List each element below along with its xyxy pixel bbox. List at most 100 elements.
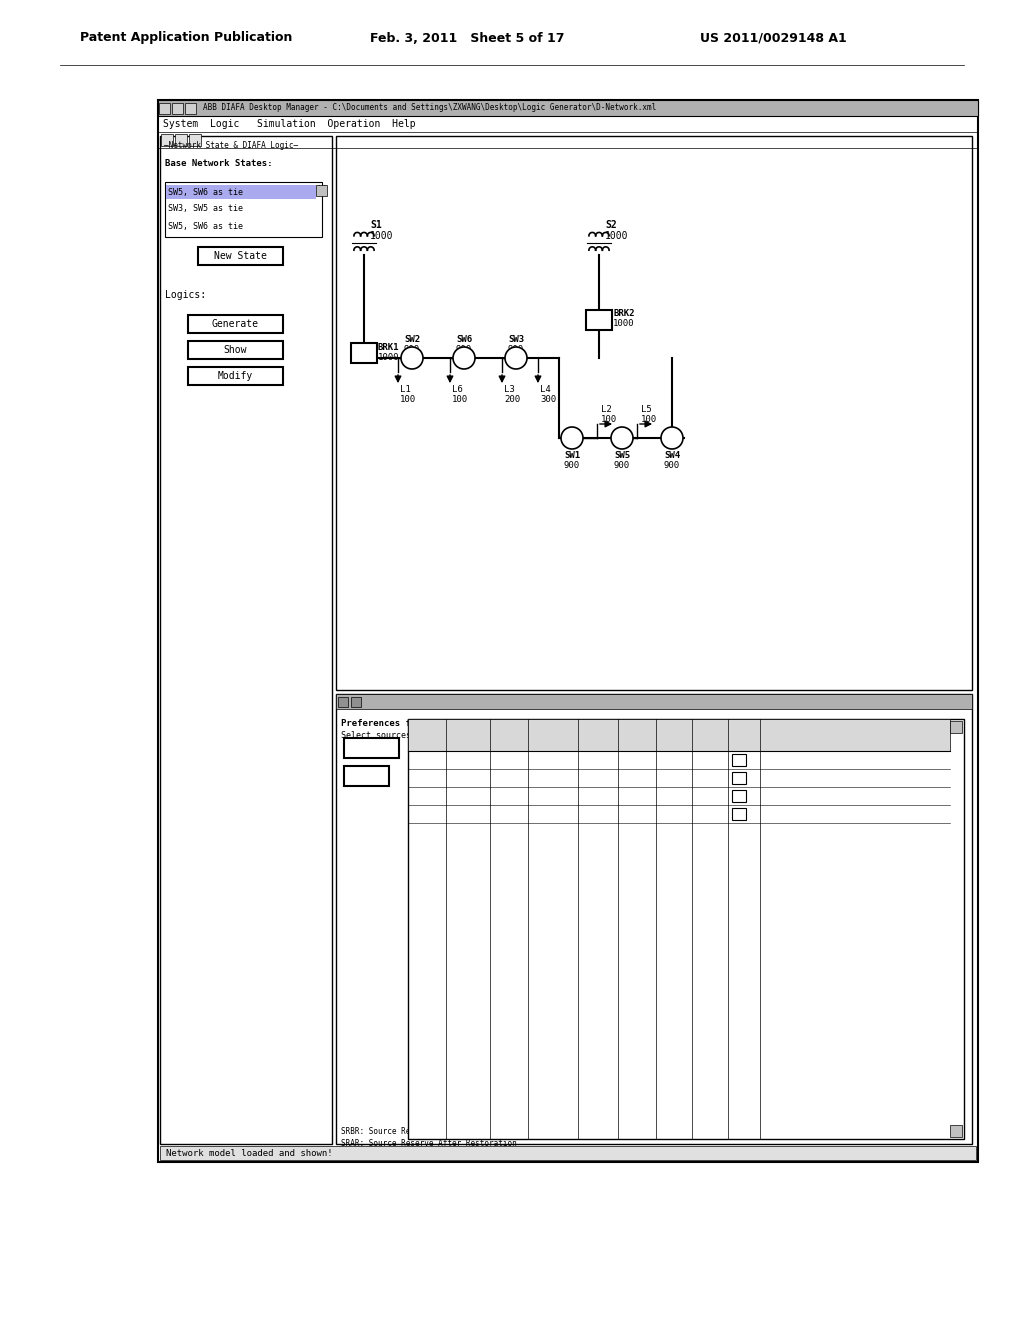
Text: S2: S2 — [605, 220, 616, 230]
Text: SW5: SW5 — [614, 450, 630, 459]
Text: Select: Select — [730, 725, 758, 734]
Bar — [336, 694, 972, 1144]
Text: 1000: 1000 — [605, 231, 629, 242]
Text: 300: 300 — [540, 396, 556, 404]
Text: 100: 100 — [545, 792, 561, 800]
Bar — [166, 185, 316, 199]
Bar — [351, 343, 377, 363]
Text: ■: ■ — [736, 755, 741, 764]
Text: 500: 500 — [701, 809, 718, 818]
Text: SW5: SW5 — [629, 792, 645, 800]
Bar — [351, 697, 361, 708]
Text: 300: 300 — [545, 755, 561, 764]
Text: System  Logic   Simulation  Operation  Help: System Logic Simulation Operation Help — [163, 119, 416, 129]
Text: Source: Source — [584, 735, 612, 744]
Text: S1: S1 — [593, 792, 603, 800]
Text: L4: L4 — [422, 809, 432, 818]
Bar — [732, 772, 746, 784]
Text: Network model loaded and shown!: Network model loaded and shown! — [166, 1148, 333, 1158]
Text: 200: 200 — [701, 774, 718, 783]
Text: L4: L4 — [422, 792, 432, 800]
Text: SW4: SW4 — [501, 809, 517, 818]
Text: L1: L1 — [422, 755, 432, 764]
Text: SW3, SW5 as tie: SW3, SW5 as tie — [168, 205, 243, 214]
Text: SRBR: SRBR — [665, 725, 683, 734]
Text: 100: 100 — [601, 416, 617, 425]
Text: Preferences for Restoration Logic Generation: Preferences for Restoration Logic Genera… — [341, 718, 578, 727]
Text: Alt: Alt — [630, 725, 644, 734]
Text: —Network State & DIAFA Logic—: —Network State & DIAFA Logic— — [164, 141, 298, 150]
Text: 600: 600 — [666, 809, 682, 818]
Text: 500: 500 — [666, 755, 682, 764]
Text: BRK1: BRK1 — [378, 342, 399, 351]
Text: New State: New State — [214, 251, 266, 261]
Text: Select sources/ties to supply the unserved loads:: Select sources/ties to supply the unserv… — [341, 731, 586, 741]
Text: Fig. 5: Fig. 5 — [602, 1115, 658, 1134]
Text: Locked: Locked — [496, 725, 523, 734]
Text: Brk1: Brk1 — [458, 755, 479, 764]
Text: Fault: Fault — [416, 725, 438, 734]
Text: L5: L5 — [641, 405, 651, 414]
Text: SW5: SW5 — [629, 809, 645, 818]
Bar — [408, 719, 950, 751]
Text: ▶: ▶ — [953, 722, 958, 733]
Text: 900: 900 — [403, 345, 420, 354]
Text: SRAR: SRAR — [700, 725, 719, 734]
Text: Unserved: Unserved — [535, 725, 571, 734]
Bar — [344, 738, 399, 758]
Text: SW3: SW3 — [508, 335, 524, 345]
Text: 100: 100 — [545, 809, 561, 818]
Bar — [158, 100, 978, 1162]
Bar — [336, 136, 972, 690]
Text: SW4: SW4 — [664, 450, 680, 459]
Text: REC: REC — [461, 735, 475, 744]
Text: Base Network States:: Base Network States: — [165, 160, 272, 169]
Text: S1: S1 — [370, 220, 382, 230]
Text: Alt: Alt — [591, 725, 605, 734]
Text: 900: 900 — [564, 461, 580, 470]
Bar — [158, 100, 978, 116]
Text: L4: L4 — [540, 385, 551, 395]
Text: US 2011/0029148 A1: US 2011/0029148 A1 — [700, 32, 847, 45]
Text: SRBR: Source Reserve Before Restoration: SRBR: Source Reserve Before Restoration — [341, 1127, 521, 1137]
Text: 500: 500 — [666, 774, 682, 783]
Text: 200: 200 — [701, 755, 718, 764]
Bar — [732, 754, 746, 766]
Text: Brk2: Brk2 — [458, 792, 479, 800]
Bar — [316, 185, 327, 195]
Text: Cancel: Cancel — [353, 743, 389, 752]
Text: Brk2: Brk2 — [458, 809, 479, 818]
Text: Modify: Modify — [217, 371, 253, 381]
Text: Feb. 3, 2011   Sheet 5 of 17: Feb. 3, 2011 Sheet 5 of 17 — [370, 32, 564, 45]
Text: SRAR: Source Reserve After Restoration: SRAR: Source Reserve After Restoration — [341, 1139, 517, 1148]
Bar — [160, 1146, 976, 1160]
Bar — [950, 721, 962, 733]
Bar — [159, 103, 170, 114]
Text: BRK2: BRK2 — [613, 309, 635, 318]
Text: SW5: SW5 — [629, 755, 645, 764]
Text: 1000: 1000 — [370, 231, 393, 242]
Text: SW2: SW2 — [501, 755, 517, 764]
Text: 300: 300 — [545, 774, 561, 783]
Bar — [172, 103, 183, 114]
Bar — [161, 135, 173, 147]
Text: 1000: 1000 — [613, 319, 635, 329]
Text: 900: 900 — [664, 461, 680, 470]
Bar — [336, 694, 972, 709]
Text: SW6: SW6 — [629, 774, 645, 783]
Text: Generate: Generate — [212, 319, 258, 329]
Bar — [408, 719, 964, 1139]
Circle shape — [453, 347, 475, 370]
Bar — [586, 310, 612, 330]
Text: Tie SW: Tie SW — [624, 735, 651, 744]
Text: S2: S2 — [593, 774, 603, 783]
Bar — [160, 136, 332, 1144]
Bar — [175, 135, 187, 147]
Text: Load: Load — [544, 735, 562, 744]
Text: SW: SW — [505, 735, 514, 744]
Text: 500: 500 — [701, 792, 718, 800]
Text: SW1: SW1 — [564, 450, 580, 459]
Text: Brk1: Brk1 — [458, 774, 479, 783]
Text: At: At — [422, 735, 432, 744]
Bar — [165, 182, 322, 238]
